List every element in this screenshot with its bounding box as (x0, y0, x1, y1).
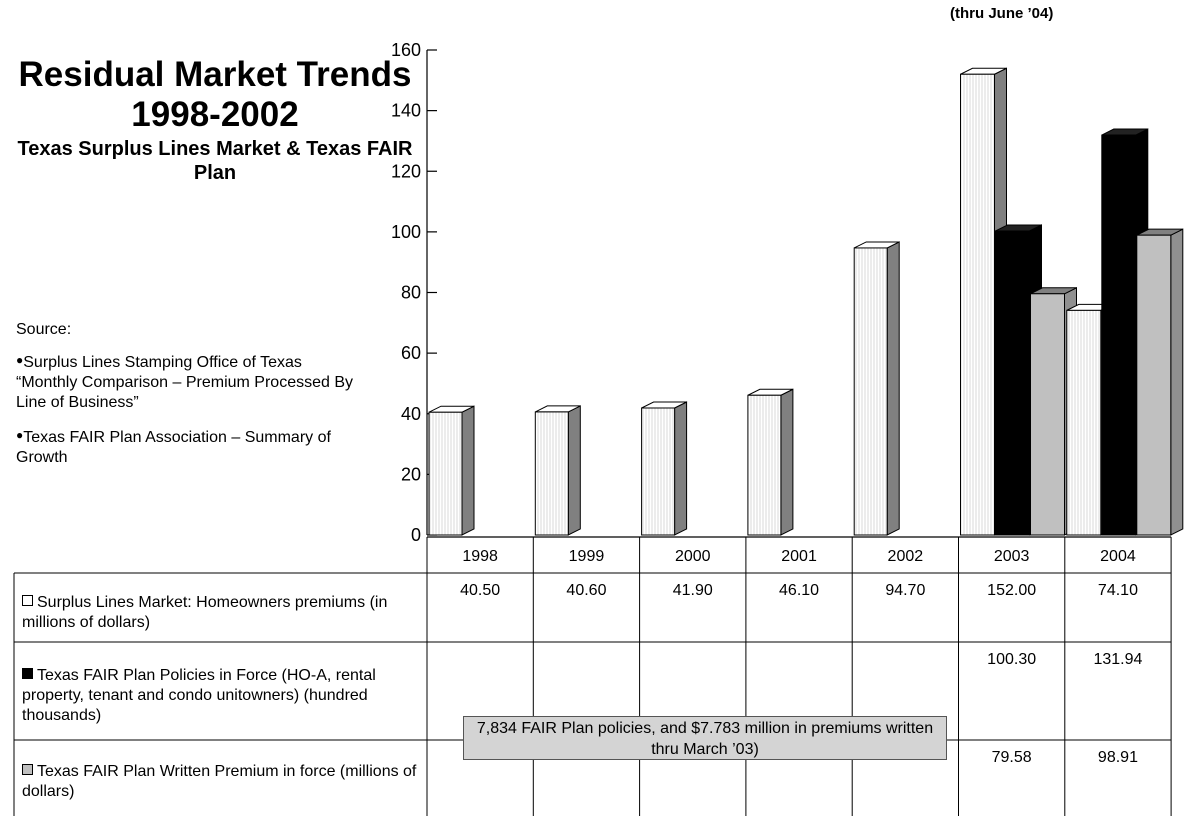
bar-fair-premium-side (1170, 228, 1184, 536)
bar-fair-premium (1030, 293, 1065, 536)
bar-surplus-lines (853, 247, 888, 536)
bar-surplus-lines-side (674, 401, 688, 536)
data-cell: 40.50 (460, 582, 500, 599)
legend-swatch (22, 595, 33, 606)
bar-surplus-lines (1066, 309, 1102, 536)
legend-swatch (22, 764, 33, 775)
data-cell: 41.90 (673, 582, 713, 599)
chart-title: Residual Market Trends 1998-2002 (18, 55, 412, 134)
x-tick-label: 1998 (462, 548, 498, 565)
legend-swatch (22, 668, 33, 679)
bar-surplus-lines (534, 411, 569, 536)
data-cell: 94.70 (885, 582, 925, 599)
y-tick-label: 140 (391, 101, 421, 121)
legend-row-fair-premium: Texas FAIR Plan Written Premium in force… (22, 762, 422, 802)
bar-surplus-lines (641, 407, 676, 536)
source-block: Source: ●Surplus Lines Stamping Office o… (16, 320, 356, 480)
source-label: Source: (16, 321, 72, 338)
y-tick-label: 40 (401, 404, 421, 424)
y-tick-label: 20 (401, 464, 421, 484)
bar-surplus-lines-side (567, 405, 581, 536)
source-item-text: Surplus Lines Stamping Office of Texas “… (16, 354, 354, 411)
data-cell: 46.10 (779, 582, 819, 599)
data-cell: 98.91 (1098, 749, 1138, 766)
x-tick-label: 2002 (888, 548, 924, 565)
data-cell: 79.58 (992, 749, 1032, 766)
y-tick-label: 160 (391, 40, 421, 60)
y-tick-label: 80 (401, 283, 421, 303)
x-tick-label: 2003 (994, 548, 1030, 565)
chart-subtitle: Texas Surplus Lines Market & Texas FAIR … (17, 138, 413, 184)
legend-label: Texas FAIR Plan Written Premium in force… (22, 763, 417, 800)
bar-fair-policies (995, 230, 1030, 536)
note-box: 7,834 FAIR Plan policies, and $7.783 mil… (463, 716, 947, 760)
data-cell: 152.00 (987, 582, 1036, 599)
x-tick-label: 2000 (675, 548, 711, 565)
y-tick-label: 120 (391, 161, 421, 181)
source-item-text: Texas FAIR Plan Association – Summary of… (16, 429, 331, 466)
y-tick-label: 0 (411, 525, 421, 545)
source-item: ●Texas FAIR Plan Association – Summary o… (16, 428, 331, 466)
legend-label: Texas FAIR Plan Policies in Force (HO-A,… (22, 667, 376, 724)
bar-surplus-lines (747, 394, 782, 536)
y-tick-label: 100 (391, 222, 421, 242)
bar-surplus-lines (960, 73, 995, 536)
legend-label: Surplus Lines Market: Homeowners premium… (22, 594, 388, 631)
x-tick-label: 2001 (781, 548, 817, 565)
x-tick-label: 2004 (1100, 548, 1136, 565)
bar-surplus-lines-side (461, 405, 475, 536)
data-cell: 100.30 (987, 651, 1036, 668)
legend-row-surplus-lines: Surplus Lines Market: Homeowners premium… (22, 593, 422, 633)
bar-fair-premium (1136, 234, 1172, 536)
bar-fair-policies (1101, 134, 1137, 536)
bar-surplus-lines (428, 411, 463, 536)
legend-row-fair-policies: Texas FAIR Plan Policies in Force (HO-A,… (22, 666, 422, 726)
bar-surplus-lines-side (780, 388, 794, 536)
y-tick-label: 60 (401, 343, 421, 363)
data-cell: 40.60 (566, 582, 606, 599)
data-cell: 131.94 (1093, 651, 1142, 668)
data-cell: 74.10 (1098, 582, 1138, 599)
source-item: ●Surplus Lines Stamping Office of Texas … (16, 353, 354, 411)
x-tick-label: 1999 (569, 548, 605, 565)
bar-surplus-lines-side (886, 241, 900, 536)
thru-note: (thru June ’04) (950, 5, 1054, 22)
